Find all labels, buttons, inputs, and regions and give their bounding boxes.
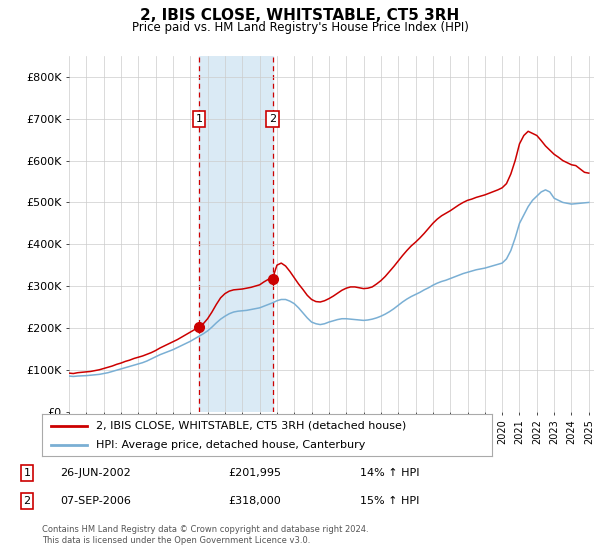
Text: 1: 1 [196, 114, 202, 124]
Text: 2, IBIS CLOSE, WHITSTABLE, CT5 3RH: 2, IBIS CLOSE, WHITSTABLE, CT5 3RH [140, 8, 460, 24]
Text: Contains HM Land Registry data © Crown copyright and database right 2024.: Contains HM Land Registry data © Crown c… [42, 525, 368, 534]
Text: 15% ↑ HPI: 15% ↑ HPI [360, 496, 419, 506]
Text: 2: 2 [269, 114, 276, 124]
Text: 07-SEP-2006: 07-SEP-2006 [60, 496, 131, 506]
Text: 14% ↑ HPI: 14% ↑ HPI [360, 468, 419, 478]
Text: This data is licensed under the Open Government Licence v3.0.: This data is licensed under the Open Gov… [42, 536, 310, 545]
Text: £201,995: £201,995 [228, 468, 281, 478]
Text: 26-JUN-2002: 26-JUN-2002 [60, 468, 131, 478]
Text: HPI: Average price, detached house, Canterbury: HPI: Average price, detached house, Cant… [96, 440, 365, 450]
Text: £318,000: £318,000 [228, 496, 281, 506]
Text: 2: 2 [23, 496, 31, 506]
Text: Price paid vs. HM Land Registry's House Price Index (HPI): Price paid vs. HM Land Registry's House … [131, 21, 469, 34]
Text: 2, IBIS CLOSE, WHITSTABLE, CT5 3RH (detached house): 2, IBIS CLOSE, WHITSTABLE, CT5 3RH (deta… [96, 421, 406, 431]
Bar [199, 56, 272, 412]
Text: 1: 1 [23, 468, 31, 478]
